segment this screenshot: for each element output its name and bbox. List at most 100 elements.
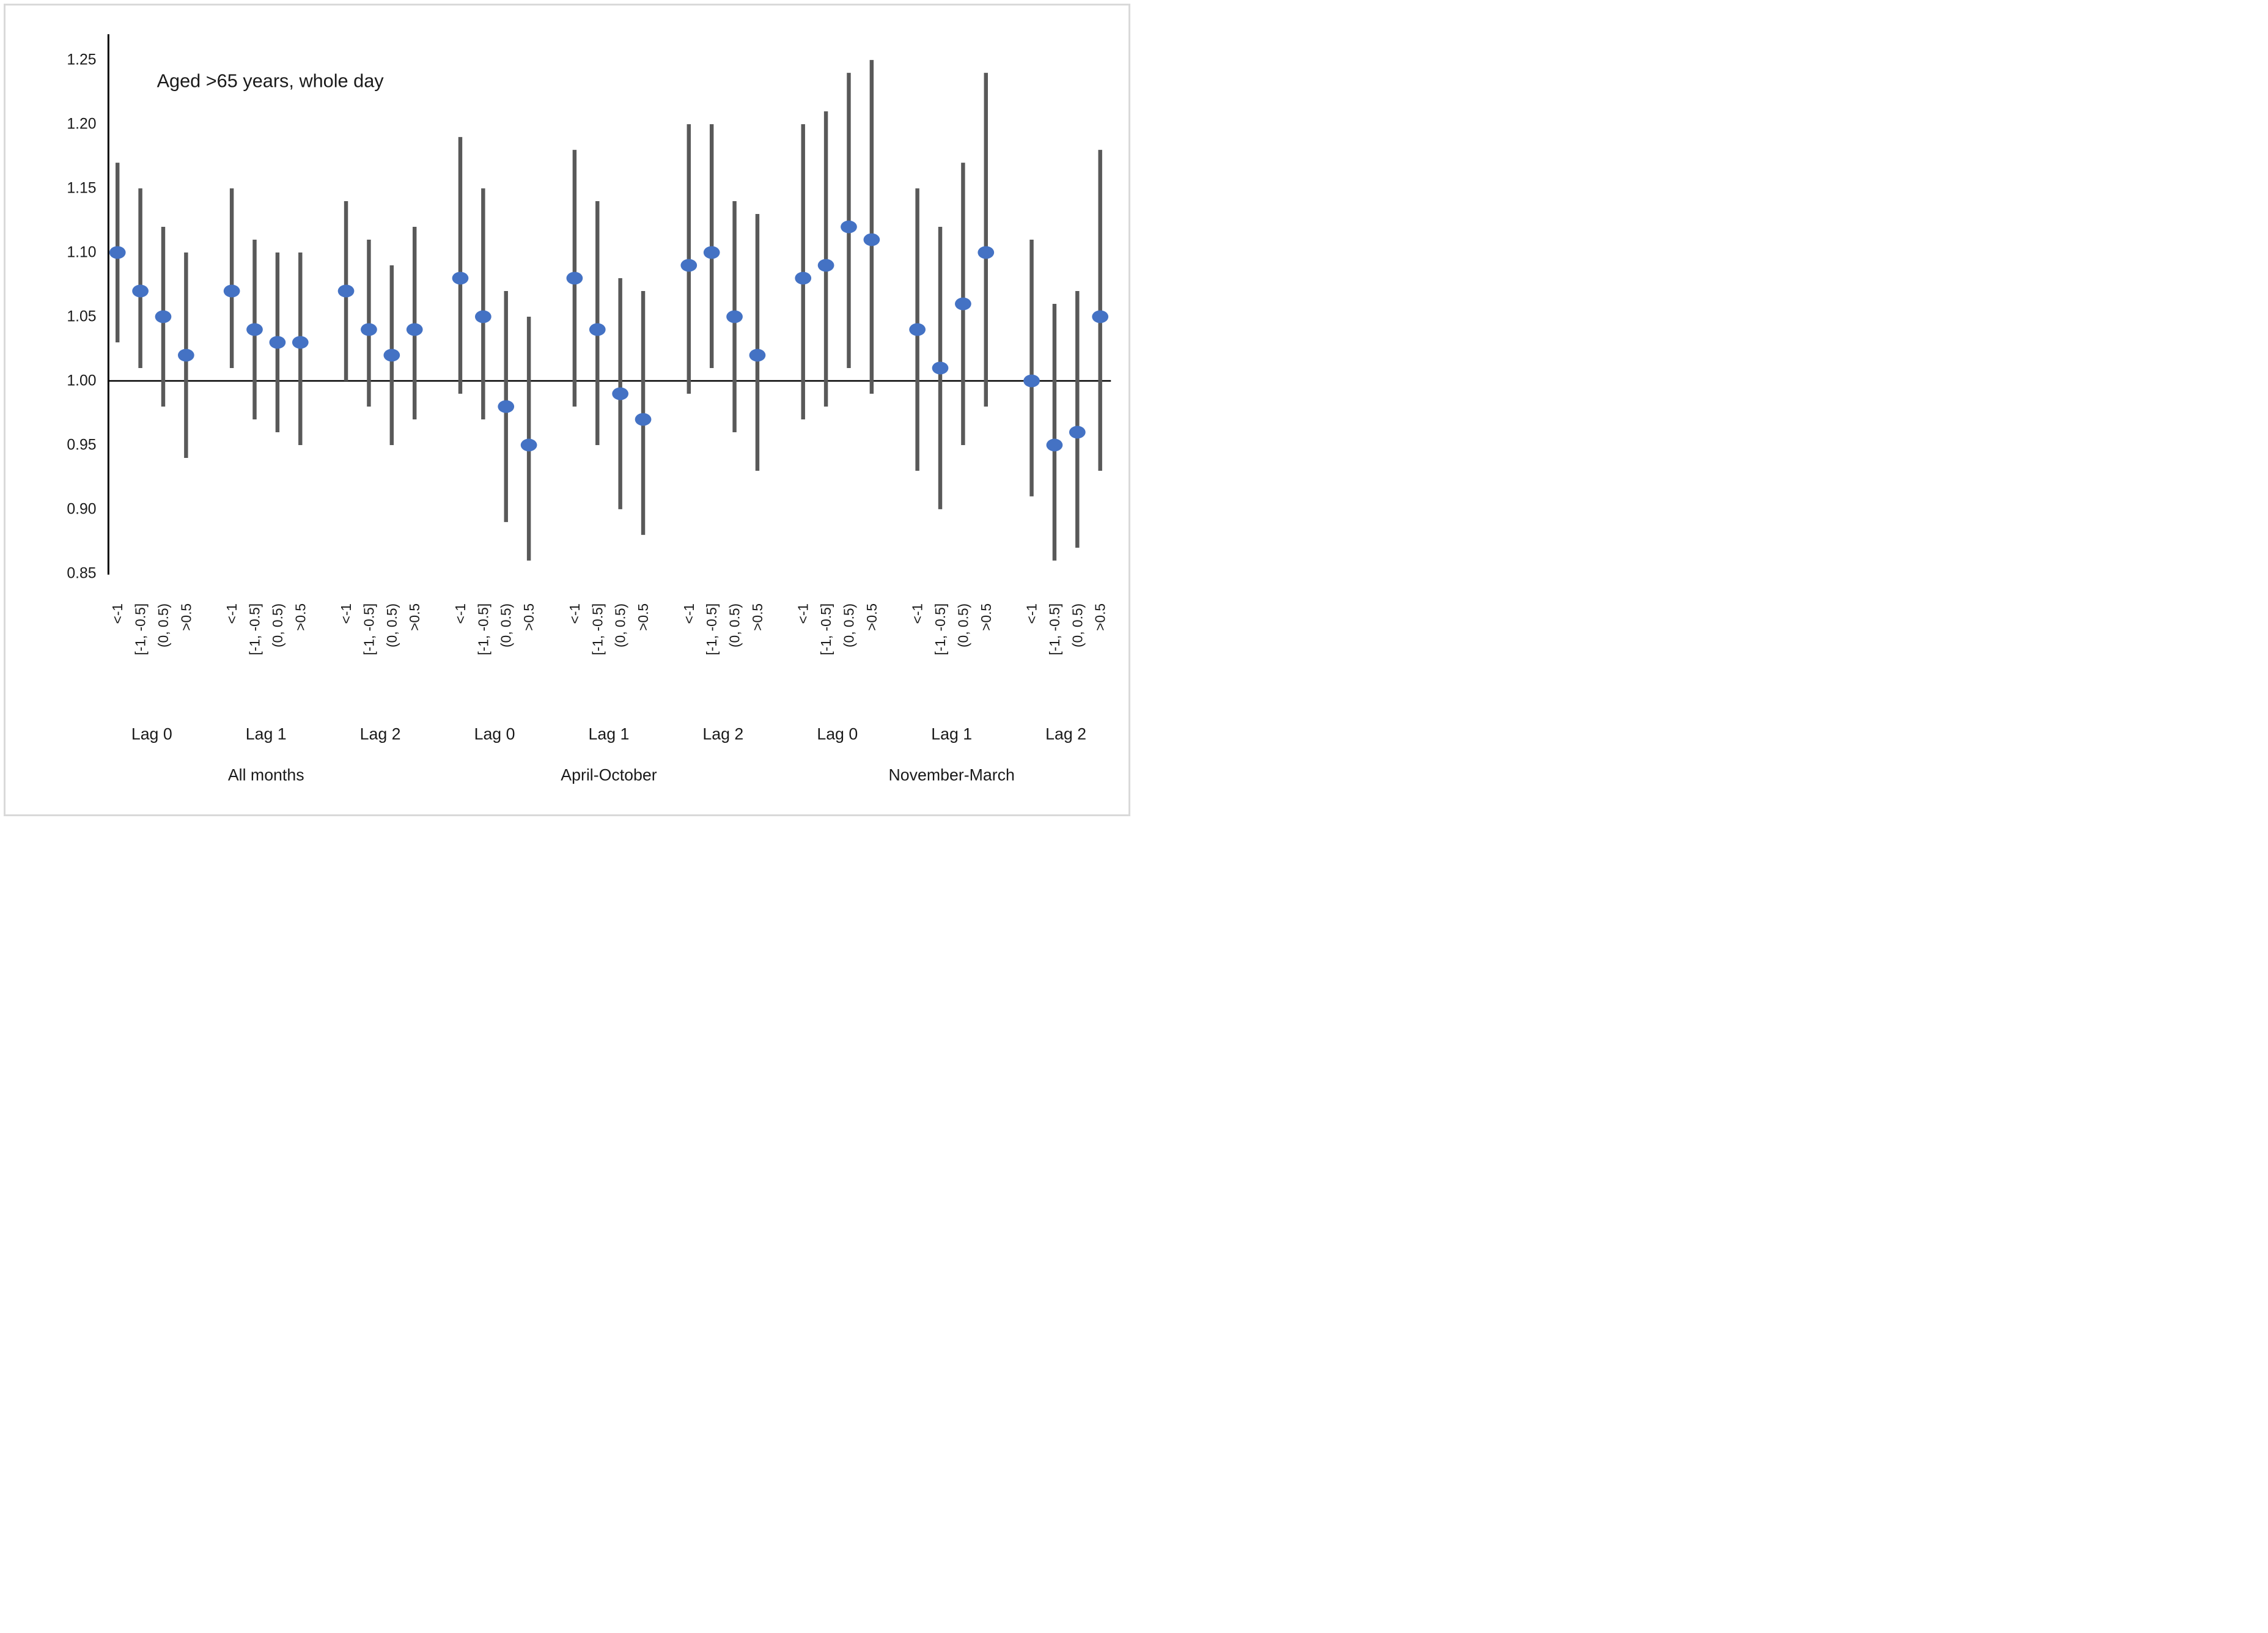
category-label: (0, 0.5) — [384, 603, 400, 647]
lag-label: Lag 2 — [702, 725, 743, 743]
category-label: (0, 0.5) — [955, 603, 971, 647]
category-label: >0.5 — [978, 603, 994, 631]
data-point — [909, 323, 926, 336]
data-point — [817, 259, 834, 272]
category-label: [-1, -0.5] — [361, 603, 377, 655]
chart-title: Aged >65 years, whole day — [157, 70, 385, 92]
category-label: <-1 — [224, 603, 240, 624]
data-point — [795, 271, 812, 285]
data-point — [680, 259, 698, 272]
category-label: <-1 — [681, 603, 697, 624]
data-point — [269, 336, 286, 349]
data-point — [292, 336, 309, 349]
y-tick-label: 0.95 — [67, 437, 96, 453]
category-label: >0.5 — [178, 603, 194, 631]
forest-plot-figure: Aged >65 years, whole day 1.25 1.20 1.15 1.… — [4, 4, 1130, 816]
data-point — [498, 400, 515, 413]
category-label: >0.5 — [407, 603, 422, 631]
month-section-label: April-October — [561, 766, 657, 784]
category-label: [-1, -0.5] — [133, 603, 149, 655]
data-point — [978, 246, 995, 259]
data-point — [520, 438, 537, 452]
category-label: >0.5 — [635, 603, 651, 631]
category-label: >0.5 — [1092, 603, 1108, 631]
category-label: (0, 0.5) — [498, 603, 514, 647]
category-label: [-1, -0.5] — [475, 603, 491, 655]
lag-label: Lag 1 — [589, 725, 630, 743]
category-label: (0, 0.5) — [841, 603, 856, 647]
data-point — [589, 323, 606, 336]
category-label: <-1 — [109, 603, 125, 624]
category-label: <-1 — [910, 603, 926, 624]
data-point — [246, 323, 263, 336]
data-point — [612, 387, 629, 400]
data-point — [132, 284, 149, 298]
data-point — [452, 271, 469, 285]
data-point — [361, 323, 377, 336]
month-section-label: November-March — [889, 766, 1015, 784]
y-tick-label: 1.10 — [67, 245, 96, 261]
data-point — [635, 413, 652, 426]
category-label: (0, 0.5) — [613, 603, 628, 647]
data-point — [1069, 426, 1086, 439]
category-label: <-1 — [1024, 603, 1040, 624]
lag-label: Lag 0 — [817, 725, 858, 743]
label-layer: <-1 [-1, -0.5] (0, 0.5) >0.5 Lag 0 <-1 [-1, -0… — [109, 603, 1108, 784]
y-tick-label: 1.25 — [67, 52, 96, 68]
category-label: [-1, -0.5] — [932, 603, 948, 655]
lag-label: Lag 1 — [246, 725, 287, 743]
data-point — [703, 246, 720, 259]
data-point — [1023, 374, 1040, 388]
y-tick-label: 1.00 — [67, 372, 96, 389]
category-label: >0.5 — [521, 603, 537, 631]
y-tick-label: 1.05 — [67, 309, 96, 325]
data-point — [566, 271, 583, 285]
category-label: [-1, -0.5] — [818, 603, 834, 655]
data-point — [383, 348, 400, 362]
y-tick-label: 0.85 — [67, 565, 96, 581]
lag-label: Lag 1 — [931, 725, 972, 743]
axis-layer: 1.25 1.20 1.15 1.10 1.05 1.00 0.95 0.90 0.85 — [67, 34, 1111, 581]
data-point — [474, 310, 492, 323]
category-label: (0, 0.5) — [155, 603, 171, 647]
category-label: [-1, -0.5] — [247, 603, 263, 655]
data-point — [155, 310, 172, 323]
category-label: >0.5 — [864, 603, 880, 631]
data-point — [109, 246, 126, 259]
category-label: (0, 0.5) — [270, 603, 285, 647]
lag-label: Lag 0 — [474, 725, 515, 743]
lag-label: Lag 0 — [131, 725, 172, 743]
data-point — [223, 284, 240, 298]
category-label: <-1 — [795, 603, 811, 624]
series-layer — [109, 60, 1109, 561]
category-label: <-1 — [567, 603, 583, 624]
category-label: <-1 — [452, 603, 468, 624]
data-point — [1046, 438, 1063, 452]
category-label: (0, 0.5) — [727, 603, 743, 647]
y-tick-label: 0.90 — [67, 501, 96, 517]
data-point — [749, 348, 766, 362]
category-label: [-1, -0.5] — [589, 603, 605, 655]
y-tick-label: 1.20 — [67, 116, 96, 133]
month-section-label: All months — [228, 766, 304, 784]
category-label: [-1, -0.5] — [704, 603, 720, 655]
lag-label: Lag 2 — [360, 725, 401, 743]
lag-label: Lag 2 — [1045, 725, 1086, 743]
data-point — [337, 284, 355, 298]
data-point — [726, 310, 743, 323]
data-point — [955, 297, 971, 311]
figure-stage: Aged >65 years, whole day 1.25 1.20 1.15 1.… — [0, 0, 1134, 820]
chart-canvas: Aged >65 years, whole day 1.251.201.151.… — [67, 34, 1111, 784]
data-point — [177, 348, 194, 362]
category-label: >0.5 — [749, 603, 765, 631]
category-label: <-1 — [338, 603, 354, 624]
data-point — [841, 220, 857, 234]
data-point — [863, 233, 880, 246]
category-label: (0, 0.5) — [1069, 603, 1085, 647]
category-label: [-1, -0.5] — [1047, 603, 1062, 655]
data-point — [1092, 310, 1109, 323]
data-point — [932, 361, 949, 375]
y-tick-label: 1.15 — [67, 180, 96, 197]
category-label: >0.5 — [292, 603, 308, 631]
data-point — [406, 323, 423, 336]
